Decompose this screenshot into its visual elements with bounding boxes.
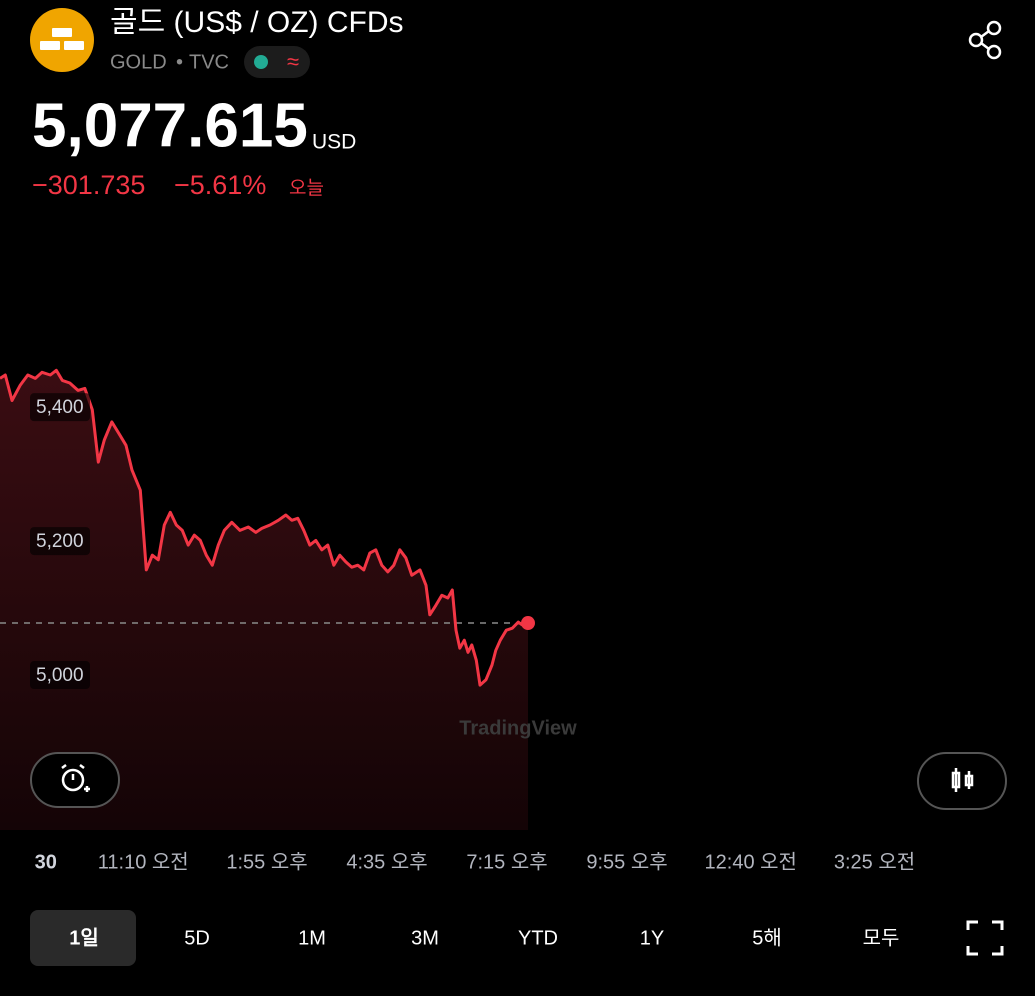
x-tick-label: 3:25 오전 [834,850,915,873]
bottom-edge [0,988,1035,996]
share-button[interactable] [968,20,1002,60]
x-tick-label: 9:55 오후 [586,850,667,873]
status-pill[interactable] [244,46,310,78]
range-option[interactable]: YTD [518,927,558,949]
y-tick-label: 5,400 [36,397,84,418]
logo-bars [40,28,84,50]
y-tick-label-bg [30,661,90,690]
fullscreen-button[interactable] [966,920,1004,956]
range-bar: 1일 5D 1M 3M YTD 1Y 5해 모두 [69,926,899,949]
last-price-dot [521,616,535,631]
x-tick-label: 30 [35,851,57,873]
x-tick-label: 11:10 오전 [98,850,189,873]
chart: 5,000 5,200 5,400 30 11:10 오전 1:55 오후 4:35 오후 7… [0,368,915,873]
y-tick-label: 5,000 [36,665,84,686]
watermark: TradingView [459,717,577,739]
x-tick-label: 12:40 오전 [705,850,797,873]
range-option[interactable]: 1M [298,927,326,949]
logo [30,8,94,72]
price-line [0,368,529,687]
symbol: GOLD [110,51,167,73]
market-status [254,55,268,69]
y-tick-label-bg [30,393,90,422]
delay-icon: ≈ [287,49,299,74]
range-option[interactable]: 1Y [640,927,664,949]
alert-button[interactable] [30,752,120,808]
range-selected [30,910,136,966]
area-fill [0,370,528,830]
period: 오늘 [289,177,324,199]
title: 골드 (US$ / OZ) CFDs [110,6,404,39]
y-tick-label: 5,200 [36,531,84,552]
exchange: TVC [189,51,229,73]
range-option[interactable]: 5해 [752,926,782,949]
x-tick-label: 1:55 오후 [226,850,307,873]
alert-icon [61,764,90,792]
currency: USD [312,131,356,154]
range-option[interactable]: 1일 [69,926,99,949]
range-option[interactable]: 모두 [863,927,900,949]
chart-type-button[interactable] [917,752,1007,810]
range-option[interactable]: 3M [411,927,439,949]
candle-icon [951,768,974,792]
x-tick-label: 4:35 오후 [346,850,427,873]
range-option[interactable]: 5D [184,927,210,949]
change: −301.735 [32,170,145,200]
x-tick-label: 7:15 오후 [466,850,547,873]
y-tick-label-bg [30,527,90,556]
separator: • [176,51,183,73]
price: 5,077.615 [32,91,308,160]
change-percent: −5.61% [174,170,266,200]
